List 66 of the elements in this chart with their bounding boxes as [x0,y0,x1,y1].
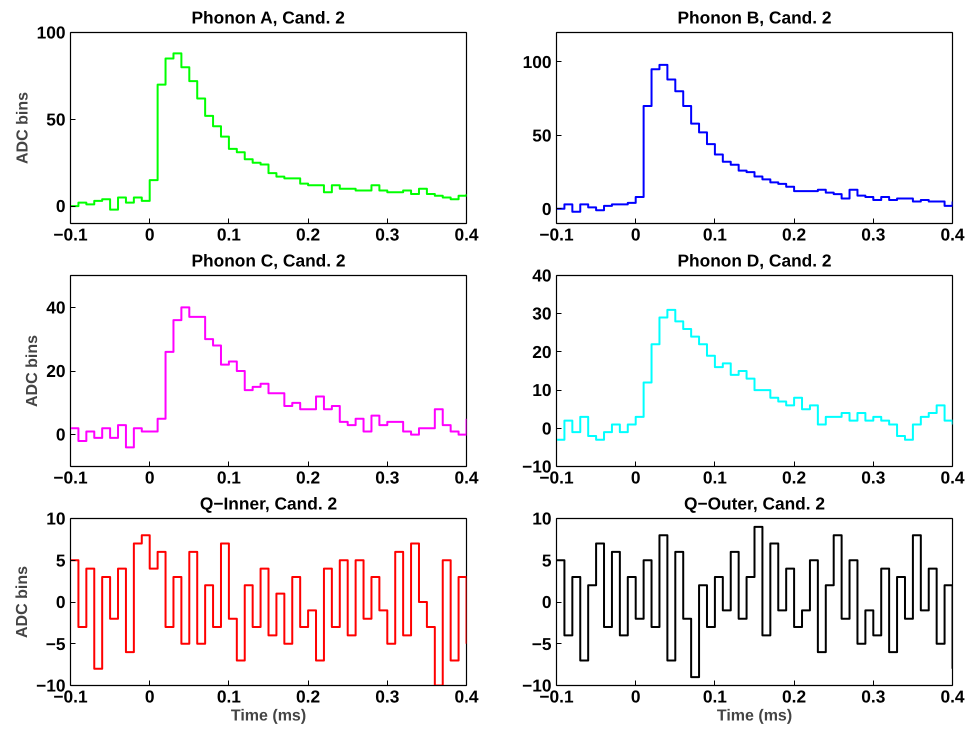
x-tick-label: 0.4 [454,224,479,244]
y-tick-label: 20 [532,342,552,362]
x-tick-label: 0.1 [702,224,728,244]
y-tick-label: 0 [542,592,552,612]
x-tick-label: 0.3 [375,686,400,706]
y-axis-title: ADC bins [24,334,42,407]
y-tick-label: 0 [56,592,66,612]
x-tick-label: 0.1 [702,468,728,488]
y-tick-label: 40 [46,297,66,318]
y-tick-label: 5 [56,550,66,570]
y-tick-label: 0 [56,424,66,445]
y-axis-title: ADC bins [14,566,32,638]
x-tick-label: −0.1 [53,224,88,244]
y-tick-label: −5 [46,634,66,654]
x-tick-label: 0.3 [375,468,400,488]
x-tick-label: 0.2 [782,468,806,488]
chart-title: Phonon A, Cand. 2 [191,8,345,28]
y-tick-label: 0 [56,196,66,216]
chart-title: Q−Outer, Cand. 2 [684,494,826,514]
x-tick-label: 0.1 [216,224,242,244]
y-tick-label: 10 [532,508,552,528]
x-tick-label: −0.1 [539,224,574,244]
x-tick-label: 0.3 [375,224,400,244]
y-tick-label: 20 [46,361,66,381]
x-axis-title: Time (ms) [716,708,792,724]
y-tick-label: 50 [532,125,552,146]
x-tick-label: 0.3 [861,224,886,244]
y-tick-label: 100 [522,52,552,72]
y-tick-label: 10 [46,508,66,528]
x-tick-label: 0 [144,224,155,244]
y-axis-title: ADC bins [14,92,32,164]
y-tick-label: 40 [532,266,552,286]
y-tick-label: 0 [542,198,552,219]
x-tick-label: 0 [144,468,155,488]
x-axis-title: Time (ms) [230,708,306,724]
x-tick-label: 0.4 [940,224,965,244]
chart-title: Phonon B, Cand. 2 [677,8,832,28]
x-tick-label: 0 [630,224,641,244]
chart-title: Phonon C, Cand. 2 [191,250,346,270]
x-tick-label: 0 [630,468,641,488]
x-tick-label: 0.1 [216,686,242,706]
x-tick-label: 0.2 [296,686,320,706]
y-tick-label: 100 [36,22,66,42]
y-tick-label: 30 [532,304,552,324]
x-tick-label: 0.1 [702,686,728,706]
x-tick-label: 0.3 [861,468,886,488]
chart-title: Q−Inner, Cand. 2 [200,494,338,514]
x-tick-label: 0 [630,686,641,706]
y-tick-label: 5 [542,550,552,570]
x-tick-label: 0.2 [296,468,320,488]
x-tick-label: 0 [144,686,155,706]
x-tick-label: 0.4 [940,686,965,706]
x-tick-label: 0.4 [454,468,479,488]
x-tick-label: 0.4 [454,686,479,706]
y-tick-label: 10 [532,380,552,400]
chart-title: Phonon D, Cand. 2 [677,250,832,270]
x-tick-label: 0.2 [782,686,806,706]
y-tick-label: 0 [542,418,552,438]
y-tick-label: −5 [532,634,552,654]
y-tick-label: 50 [46,109,66,130]
x-tick-label: 0.1 [216,468,242,488]
x-tick-label: −0.1 [53,468,88,488]
x-tick-label: 0.2 [782,224,806,244]
x-tick-label: 0.4 [940,468,965,488]
x-tick-label: 0.2 [296,224,320,244]
x-tick-label: 0.3 [861,686,886,706]
